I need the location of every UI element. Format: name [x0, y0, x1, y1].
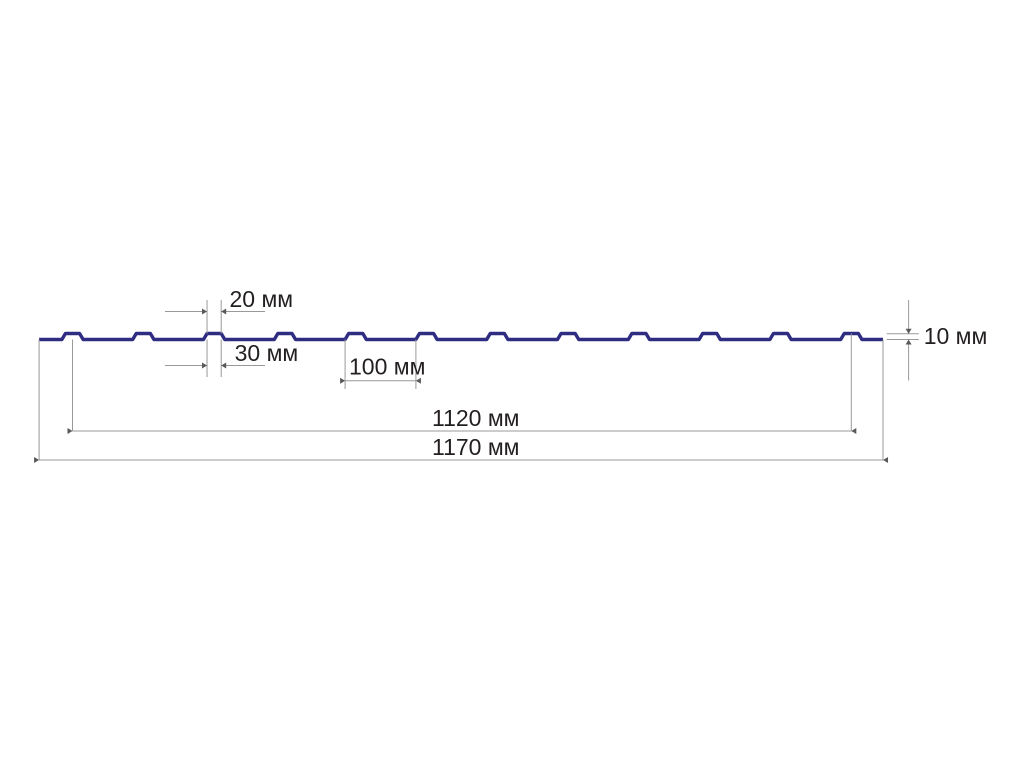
svg-text:10 мм: 10 мм [924, 323, 988, 349]
svg-text:20 мм: 20 мм [230, 286, 294, 312]
svg-text:1120 мм: 1120 мм [432, 405, 519, 431]
svg-text:1170 мм: 1170 мм [432, 434, 519, 460]
svg-text:100 мм: 100 мм [349, 353, 425, 379]
svg-text:30 мм: 30 мм [235, 340, 299, 366]
